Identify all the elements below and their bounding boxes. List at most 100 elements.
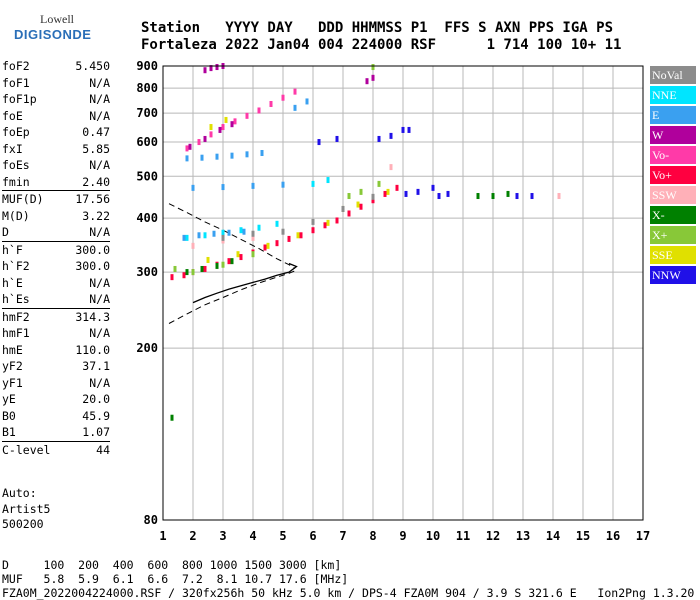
echo-mark bbox=[188, 143, 192, 150]
echo-mark bbox=[239, 227, 243, 234]
echo-mark bbox=[347, 193, 351, 200]
echo-mark bbox=[230, 152, 234, 159]
legend-item: NoVal bbox=[650, 66, 696, 84]
station-header: Station YYYY DAY DDD HHMMSS P1 FFS S AXN… bbox=[141, 20, 621, 54]
echo-mark bbox=[242, 228, 246, 235]
echo-mark bbox=[296, 232, 300, 239]
y-tick-label: 700 bbox=[136, 106, 158, 120]
param-row: h`F 300.0 bbox=[2, 240, 110, 259]
param-value: N/A bbox=[89, 375, 110, 390]
echo-mark bbox=[275, 240, 279, 247]
dashed-curve bbox=[168, 270, 296, 324]
param-name: foF1p bbox=[2, 92, 37, 106]
y-tick-label: 600 bbox=[136, 135, 158, 149]
echo-mark bbox=[221, 261, 225, 268]
echo-mark bbox=[293, 88, 297, 95]
echo-mark bbox=[326, 177, 330, 184]
echo-mark bbox=[401, 126, 405, 133]
param-value: N/A bbox=[89, 158, 110, 172]
echo-mark bbox=[506, 190, 510, 197]
x-tick-label: 3 bbox=[219, 529, 226, 543]
param-row: B1 1.07 bbox=[2, 424, 110, 441]
legend-item: X+ bbox=[650, 226, 696, 244]
echo-mark bbox=[341, 205, 345, 212]
legend-item: Vo- bbox=[650, 146, 696, 164]
param-value: 5.450 bbox=[75, 59, 110, 73]
echo-mark bbox=[437, 193, 441, 200]
param-name: yE bbox=[2, 392, 16, 406]
echo-mark bbox=[347, 210, 351, 217]
param-row: hmF2 314.3 bbox=[2, 307, 110, 326]
lowell-digisonde-logo: Lowell DIGISONDE bbox=[4, 8, 91, 48]
param-row: foEp 0.47 bbox=[2, 124, 110, 141]
param-name: foEs bbox=[2, 158, 30, 172]
echo-mark bbox=[359, 188, 363, 195]
echo-mark bbox=[407, 126, 411, 133]
param-row: yF2 37.1 bbox=[2, 358, 110, 375]
echo-mark bbox=[416, 188, 420, 195]
x-tick-label: 8 bbox=[369, 529, 376, 543]
echo-mark bbox=[389, 132, 393, 139]
echo-mark bbox=[269, 100, 273, 107]
param-name: B0 bbox=[2, 408, 16, 423]
echo-mark bbox=[371, 74, 375, 81]
data-layer bbox=[168, 63, 561, 421]
echo-mark bbox=[236, 251, 240, 258]
echo-mark bbox=[335, 217, 339, 224]
x-tick-label: 6 bbox=[309, 529, 316, 543]
echo-mark bbox=[191, 184, 195, 191]
y-tick-label: 500 bbox=[136, 169, 158, 183]
param-name: foF2 bbox=[2, 59, 30, 73]
echo-mark bbox=[185, 234, 189, 241]
param-name: yF1 bbox=[2, 375, 23, 390]
echo-mark bbox=[557, 193, 561, 200]
echo-mark bbox=[275, 220, 279, 227]
param-value: 5.85 bbox=[82, 141, 110, 156]
y-tick-label: 200 bbox=[136, 341, 158, 355]
echo-mark bbox=[218, 126, 222, 133]
echo-mark bbox=[203, 67, 207, 74]
auto-line2: Artist5 bbox=[2, 501, 51, 516]
param-row: yE 20.0 bbox=[2, 391, 110, 408]
param-name: B1 bbox=[2, 425, 16, 439]
echo-mark bbox=[209, 124, 213, 131]
param-name: foE bbox=[2, 108, 23, 123]
echo-mark bbox=[230, 258, 234, 265]
echo-mark bbox=[260, 149, 264, 156]
axis-layer: 1 2 3 4 5 6 7 8 9 10 11 12 13 14 15 16 17802003004005006… bbox=[136, 59, 650, 543]
param-value: N/A bbox=[89, 108, 110, 123]
echo-mark bbox=[299, 232, 303, 239]
param-value: 1.07 bbox=[82, 425, 110, 439]
param-name: foF1 bbox=[2, 75, 30, 90]
auto-line3: 500200 bbox=[2, 517, 44, 531]
echo-mark bbox=[377, 135, 381, 142]
echo-mark bbox=[371, 64, 375, 71]
logo-line1: Lowell bbox=[40, 12, 74, 26]
echo-mark bbox=[404, 190, 408, 197]
legend-item: X- bbox=[650, 206, 696, 224]
x-tick-label: 5 bbox=[279, 529, 286, 543]
echo-mark bbox=[431, 184, 435, 191]
param-row: foF2 5.450 bbox=[2, 58, 110, 75]
param-name: h`E bbox=[2, 275, 23, 290]
echo-mark bbox=[215, 153, 219, 160]
profile-curve bbox=[192, 262, 298, 304]
x-tick-label: 9 bbox=[399, 529, 406, 543]
x-tick-label: 7 bbox=[339, 529, 346, 543]
parameter-table: foF2 5.450 foF1 N/A foF1p N/A foE N/A foEp 0.47 fx… bbox=[2, 58, 110, 458]
y-tick-label: 300 bbox=[136, 265, 158, 279]
param-row: hmE 110.0 bbox=[2, 342, 110, 359]
echo-mark bbox=[206, 256, 210, 263]
echo-mark bbox=[185, 269, 189, 276]
param-name: M(D) bbox=[2, 208, 30, 223]
param-row: hmF1 N/A bbox=[2, 325, 110, 342]
echo-mark bbox=[281, 94, 285, 101]
echo-mark bbox=[221, 124, 225, 131]
param-row: foF1 N/A bbox=[2, 75, 110, 92]
echo-mark bbox=[491, 193, 495, 200]
echo-mark bbox=[215, 262, 219, 269]
param-name: fmin bbox=[2, 174, 30, 189]
echo-mark bbox=[215, 64, 219, 71]
echo-mark bbox=[191, 242, 195, 249]
x-tick-label: 14 bbox=[546, 529, 560, 543]
